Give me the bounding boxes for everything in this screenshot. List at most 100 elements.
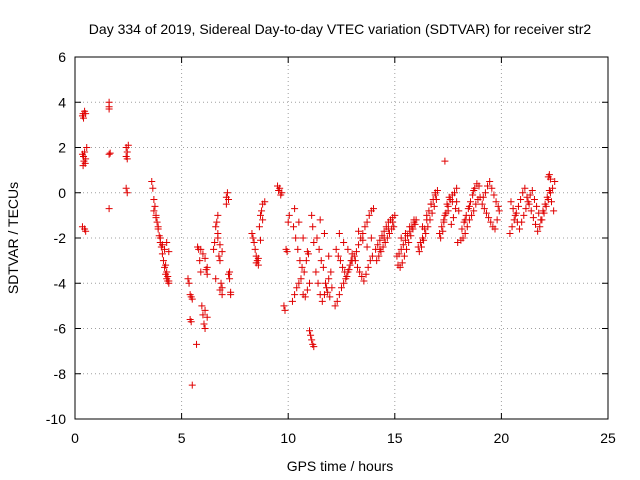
data-point	[197, 245, 205, 253]
plot-frame	[74, 56, 609, 420]
data-point	[492, 198, 500, 206]
data-point	[105, 205, 113, 213]
data-point	[410, 216, 418, 224]
data-point	[334, 252, 342, 260]
data-point	[420, 236, 428, 244]
data-point	[417, 243, 425, 251]
data-point	[248, 229, 256, 237]
data-point	[256, 236, 264, 244]
data-point	[198, 302, 206, 310]
data-point	[459, 234, 467, 242]
data-point	[374, 241, 382, 249]
data-point	[301, 293, 309, 301]
data-point	[152, 214, 160, 222]
data-point	[83, 144, 91, 151]
data-point	[389, 218, 397, 226]
data-point	[445, 193, 453, 201]
data-point	[82, 227, 90, 235]
data-point	[346, 261, 354, 269]
data-point	[150, 196, 158, 204]
data-point	[491, 225, 499, 233]
x-tick-label: 20	[494, 430, 510, 446]
data-point	[441, 211, 449, 219]
data-point	[545, 171, 553, 179]
data-point	[338, 284, 345, 292]
data-point	[278, 189, 286, 197]
data-point	[335, 229, 343, 237]
data-point	[403, 245, 411, 253]
data-point	[517, 196, 525, 204]
data-point	[223, 189, 231, 197]
data-point	[226, 275, 234, 283]
data-point	[164, 272, 172, 280]
data-point	[522, 205, 530, 213]
data-point	[355, 227, 363, 235]
data-point	[325, 275, 333, 283]
data-point	[482, 209, 490, 217]
data-point	[318, 297, 326, 305]
data-point	[213, 218, 221, 226]
data-point	[163, 268, 171, 276]
data-point	[339, 263, 347, 271]
data-point	[193, 340, 201, 348]
data-point	[295, 279, 303, 287]
data-point	[373, 257, 381, 265]
data-point	[203, 263, 211, 271]
data-point	[384, 225, 392, 233]
data-point	[546, 175, 554, 183]
data-point	[185, 279, 193, 287]
data-point	[288, 297, 296, 305]
data-point	[395, 250, 403, 258]
data-point	[122, 184, 130, 192]
data-point	[381, 239, 389, 247]
x-tick-label: 0	[71, 430, 79, 446]
data-point	[210, 245, 218, 253]
x-tick-label: 5	[178, 430, 186, 446]
data-point	[465, 202, 473, 210]
data-point	[461, 229, 469, 237]
data-point	[184, 275, 192, 283]
data-point	[449, 214, 457, 222]
data-point	[520, 211, 528, 219]
data-point	[296, 257, 304, 265]
data-point	[314, 279, 322, 287]
data-point	[308, 211, 316, 219]
data-point	[333, 297, 341, 305]
data-point	[154, 223, 162, 231]
data-point	[165, 248, 173, 256]
data-point	[312, 268, 320, 276]
data-point	[536, 223, 544, 231]
data-point	[310, 239, 318, 247]
data-point	[336, 257, 344, 265]
data-point	[227, 288, 235, 296]
data-point	[452, 205, 460, 213]
data-point	[214, 211, 222, 219]
data-point	[478, 200, 486, 208]
data-point	[397, 234, 405, 242]
data-point	[469, 191, 477, 199]
data-point	[466, 198, 474, 206]
data-point	[479, 193, 487, 201]
data-point	[534, 227, 542, 235]
data-point	[363, 243, 371, 251]
data-point	[495, 207, 503, 215]
data-point	[285, 211, 293, 219]
data-point	[163, 239, 171, 247]
data-point	[391, 211, 399, 219]
data-point	[284, 218, 292, 226]
data-point	[359, 229, 367, 237]
data-point	[211, 239, 219, 247]
data-point	[216, 257, 224, 265]
data-point	[419, 223, 427, 231]
data-point	[415, 248, 423, 256]
data-point	[315, 245, 323, 253]
data-point	[299, 234, 307, 242]
data-point	[292, 234, 300, 242]
data-point	[80, 114, 88, 122]
data-point	[297, 275, 305, 283]
data-point	[358, 272, 366, 280]
data-point	[470, 186, 478, 194]
data-point	[165, 277, 173, 285]
data-point	[303, 248, 311, 256]
data-point	[217, 279, 225, 287]
